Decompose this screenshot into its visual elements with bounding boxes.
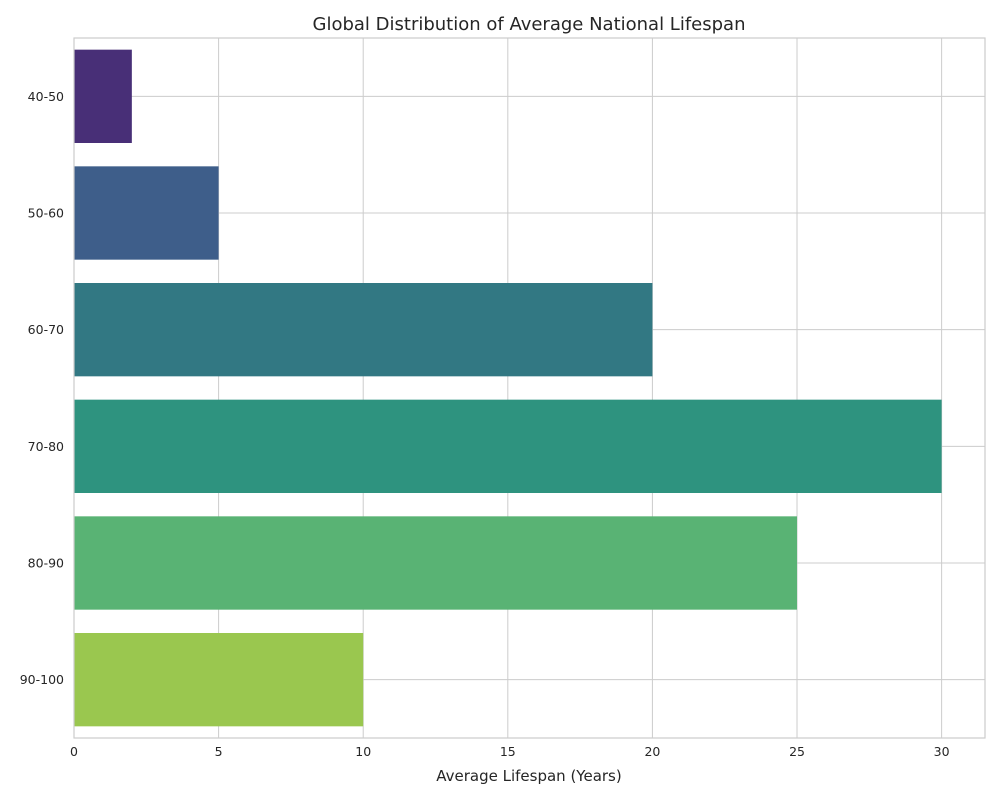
- bar-90-100: [74, 633, 364, 727]
- bar-60-70: [74, 283, 653, 377]
- x-tick-label: 5: [215, 744, 223, 759]
- y-tick-label: 40-50: [28, 89, 64, 104]
- y-tick-label: 80-90: [28, 556, 64, 571]
- bar-40-50: [74, 49, 132, 143]
- x-tick-label: 20: [644, 744, 660, 759]
- plot-frame: [73, 37, 986, 739]
- chart-title: Global Distribution of Average National …: [313, 14, 746, 35]
- x-tick-label: 0: [70, 744, 78, 759]
- bar-70-80: [74, 399, 942, 493]
- x-tick-labels: 0 5 10 15 20 25 30: [70, 744, 950, 759]
- y-tick-label: 50-60: [28, 206, 64, 221]
- x-tick-label: 15: [500, 744, 516, 759]
- x-tick-label: 10: [355, 744, 371, 759]
- bars: [74, 49, 942, 727]
- x-tick-label: 25: [789, 744, 805, 759]
- y-tick-label: 90-100: [20, 672, 64, 687]
- x-axis-label: Average Lifespan (Years): [436, 767, 621, 785]
- bar-50-60: [74, 166, 219, 260]
- bar-80-90: [74, 516, 798, 610]
- y-tick-labels: 40-50 50-60 60-70 70-80 80-90 90-100: [20, 89, 64, 687]
- y-tick-label: 60-70: [28, 322, 64, 337]
- y-tick-label: 70-80: [28, 439, 64, 454]
- x-tick-label: 30: [934, 744, 950, 759]
